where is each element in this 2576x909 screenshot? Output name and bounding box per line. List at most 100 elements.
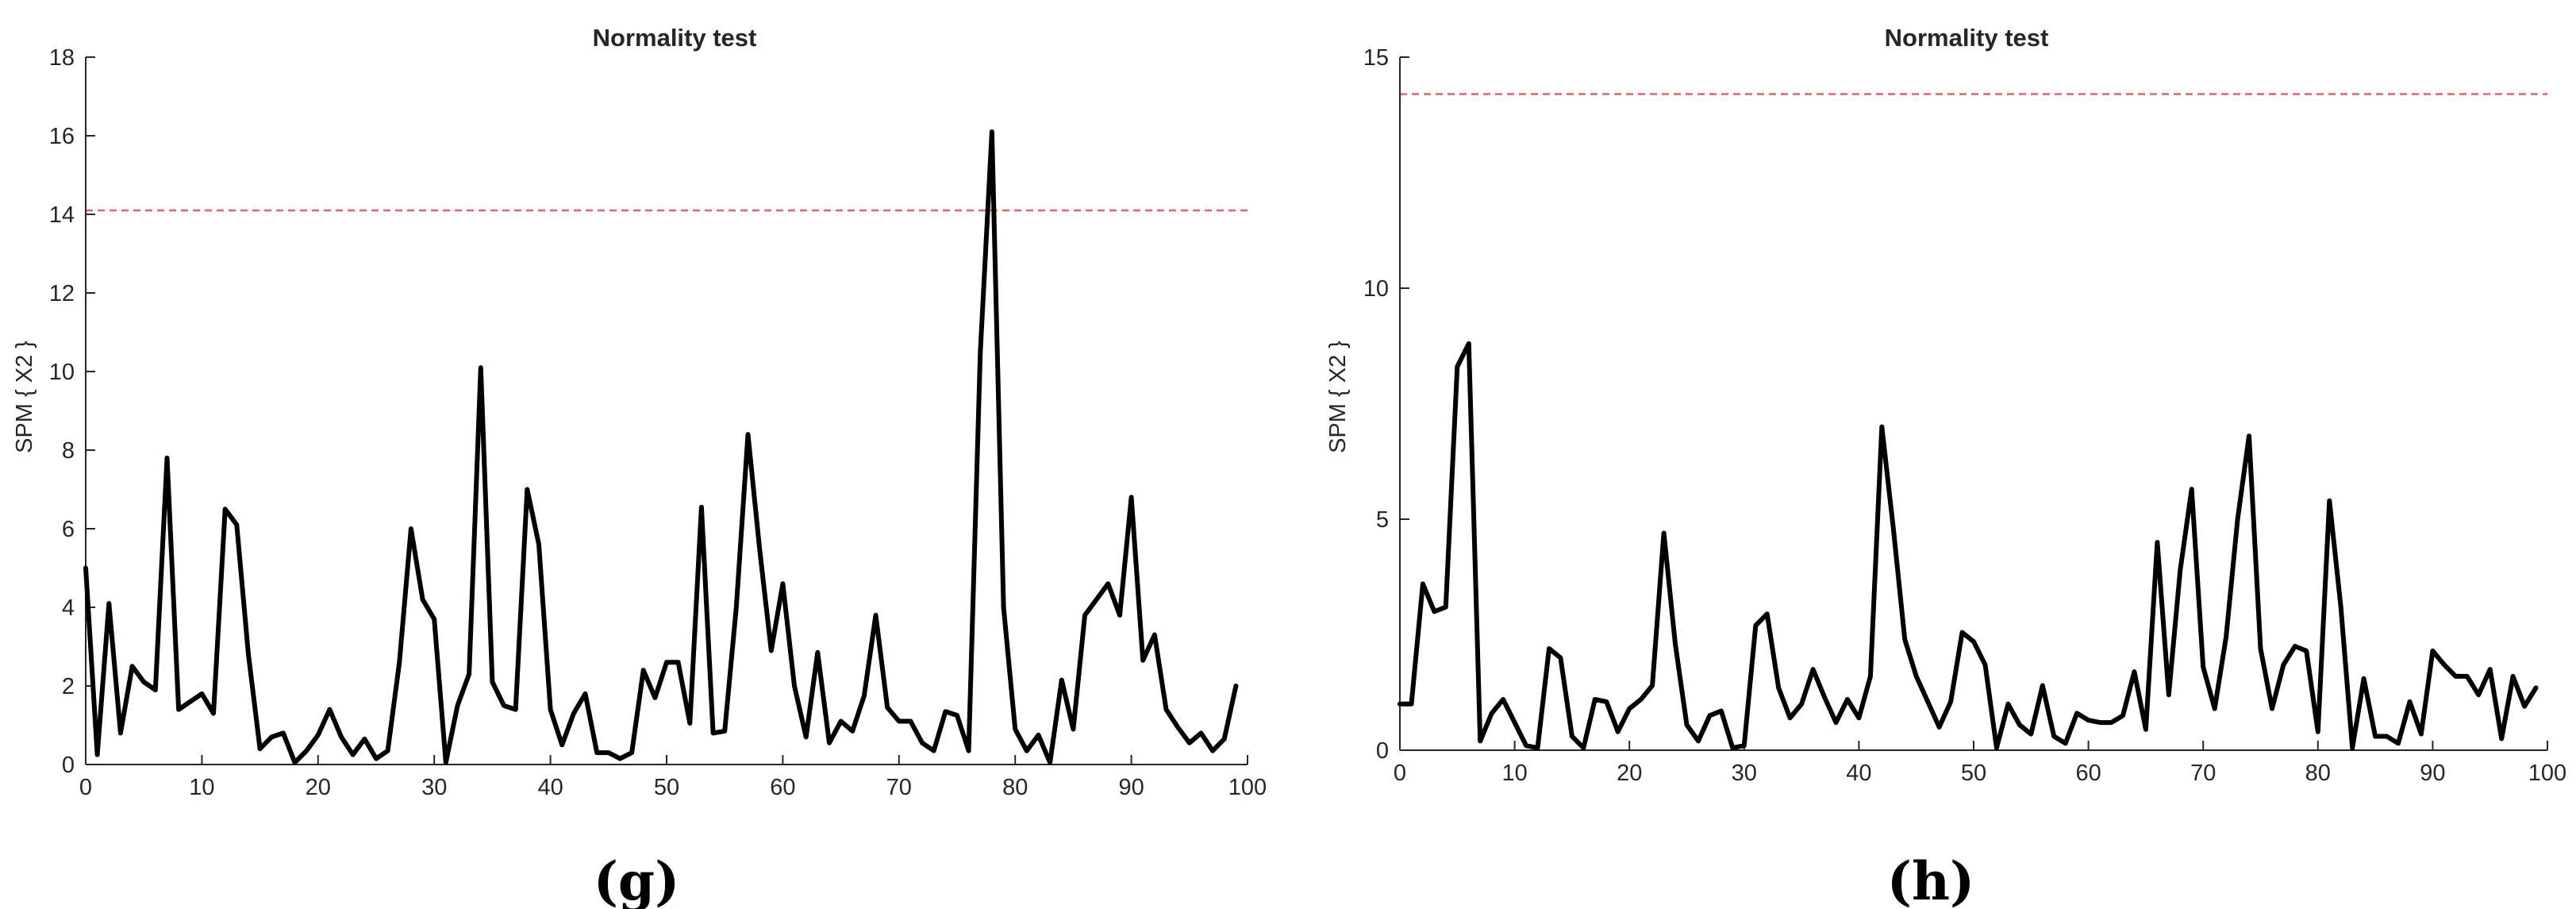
data-point [1776,685,1781,690]
panel-label: (g) [594,850,680,909]
data-point [839,719,844,723]
x-tick-group: 0 10 20 30 40 50 60 70 80 90 100 [1394,741,2566,786]
data-point [1140,658,1145,663]
data-point [1513,720,1517,725]
data-point [1421,582,1425,586]
data-point [943,709,948,714]
data-point [479,365,483,370]
data-point [571,711,576,716]
data-point [316,733,321,738]
data-point [1696,738,1701,743]
data-point [2419,732,2424,737]
x-tick-label: 80 [2305,761,2331,786]
x-tick-label: 50 [1961,761,1986,786]
data-point [2408,699,2412,704]
data-point [606,750,611,755]
x-tick-label: 60 [2075,761,2101,786]
data-point [1455,364,1459,369]
data-point [1639,697,1644,702]
data-point [106,601,111,606]
x-tick-label: 100 [2528,761,2566,786]
data-point [2109,720,2113,725]
data-point [1082,613,1087,618]
data-point [1094,597,1099,602]
data-point [1398,702,1402,707]
data-point [2155,540,2159,545]
data-point [2270,707,2274,711]
data-point [2327,499,2332,503]
data-point [1925,699,1930,704]
chart-panel-h: Normality test 0 10 20 30 40 50 60 70 80 90 100 0 5… [1325,24,2566,909]
series-line [1398,341,2539,751]
data-point [1685,722,1689,727]
data-point [1650,684,1655,688]
x-tick-label: 90 [2420,761,2445,786]
data-point [1971,639,1976,644]
data-point-group [1398,341,2538,750]
data-point [1960,630,1964,635]
data-point [1788,715,1793,720]
data-point [722,729,727,734]
data-point [2120,713,2125,718]
x-tick-label: 0 [1394,761,1406,786]
data-point [804,734,809,739]
x-tick-label: 80 [1002,775,1028,800]
data-point [223,506,228,511]
data-point [1002,605,1006,610]
data-point [1604,699,1609,704]
data-point [617,757,622,761]
data-point [2213,707,2217,711]
data-point [490,680,494,684]
data-point [1409,702,1413,707]
data-point [1627,707,1632,711]
data-point [1536,745,1540,750]
data-point [757,546,762,551]
data-point [467,672,471,676]
x-tick-label: 30 [421,775,447,800]
data-point [1948,699,1953,704]
data-point [2442,662,2447,667]
data-point [1673,641,1678,646]
data-point [1662,531,1667,535]
y-tick-label: 2 [62,674,75,699]
data-point [2005,702,2010,707]
data-point [874,613,878,618]
x-tick-label: 70 [2190,761,2216,786]
data-point [211,711,216,716]
data-point [2132,669,2136,674]
data-point [2293,644,2297,649]
data-point [2097,720,2102,725]
y-tick-label: 4 [62,595,75,621]
data-point [1152,633,1157,637]
data-point [932,749,936,753]
y-tick-label: 0 [62,753,75,778]
data-point [780,581,785,586]
data-point [548,707,553,712]
y-tick-label: 10 [49,360,75,385]
x-tick-label: 50 [654,775,679,800]
data-point [1467,341,1471,346]
data-point [594,750,599,755]
data-point [1164,707,1168,712]
data-point [629,750,634,755]
data-point [1707,713,1712,718]
data-point [95,753,100,757]
data-point [2396,741,2401,745]
data-point [1799,702,1804,707]
data-point [536,542,541,547]
data-point [2465,674,2470,679]
data-point [2385,734,2390,738]
data-point [246,652,251,657]
data-point [374,757,379,761]
data-point [1490,711,1494,715]
data-point [1822,695,1827,699]
data-point [1501,697,1505,702]
data-point [1105,581,1110,586]
y-tick-label: 8 [62,438,75,464]
data-point [456,703,459,708]
data-point [327,707,332,712]
data-point [188,699,193,704]
y-tick-label: 10 [1363,276,1389,302]
data-point [1013,727,1017,731]
